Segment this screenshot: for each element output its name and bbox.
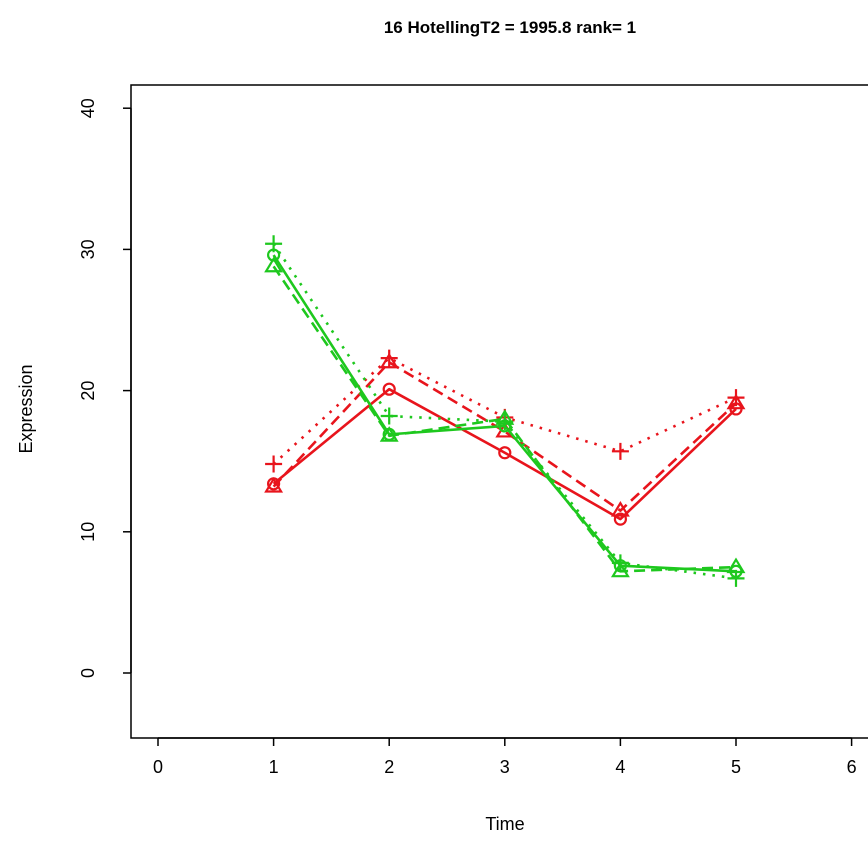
point-plus	[611, 442, 629, 460]
point-plus	[727, 569, 745, 587]
x-tick-label: 2	[384, 757, 394, 777]
point-triangle	[610, 500, 630, 517]
x-tick-label: 1	[269, 757, 279, 777]
y-tick-label: 30	[78, 239, 98, 259]
x-tick-label: 6	[847, 757, 857, 777]
series-layer	[264, 235, 746, 587]
x-tick-label: 0	[153, 757, 163, 777]
point-triangle	[264, 476, 284, 493]
y-tick-label: 40	[78, 98, 98, 118]
y-axis: 0 10 20 30 40	[78, 98, 132, 678]
point-plus	[265, 235, 283, 253]
series-line	[272, 387, 737, 521]
point-triangle	[726, 393, 746, 410]
point-plus	[265, 455, 283, 473]
point-circle	[613, 512, 628, 526]
series-red-dashed	[264, 352, 746, 517]
plot-frame	[130, 84, 868, 739]
x-tick-label: 5	[731, 757, 741, 777]
series-green-dotted	[265, 235, 745, 587]
point-circle	[382, 382, 396, 396]
series-red-solid	[267, 382, 743, 526]
series-line	[272, 265, 737, 573]
x-axis-title: Time	[485, 814, 524, 834]
y-axis-title: Expression	[16, 364, 36, 453]
point-plus	[496, 413, 514, 431]
point-triangle	[379, 426, 399, 442]
y-tick-label: 10	[78, 522, 98, 542]
point-circle	[498, 446, 512, 460]
series-line	[272, 361, 737, 512]
y-tick-label: 0	[78, 668, 98, 678]
x-tick-label: 3	[500, 757, 510, 777]
point-triangle	[264, 256, 284, 273]
x-axis: 0 1 2 3 4 5 6	[153, 737, 857, 777]
point-plus	[380, 349, 398, 367]
point-triangle	[610, 561, 630, 578]
point-plus	[611, 554, 629, 572]
x-tick-label: 4	[615, 757, 625, 777]
y-tick-label: 20	[78, 381, 98, 401]
point-plus	[727, 389, 745, 407]
point-plus	[380, 407, 398, 425]
chart-title: 16 HotellingT2 = 1995.8 rank= 1	[384, 18, 636, 37]
